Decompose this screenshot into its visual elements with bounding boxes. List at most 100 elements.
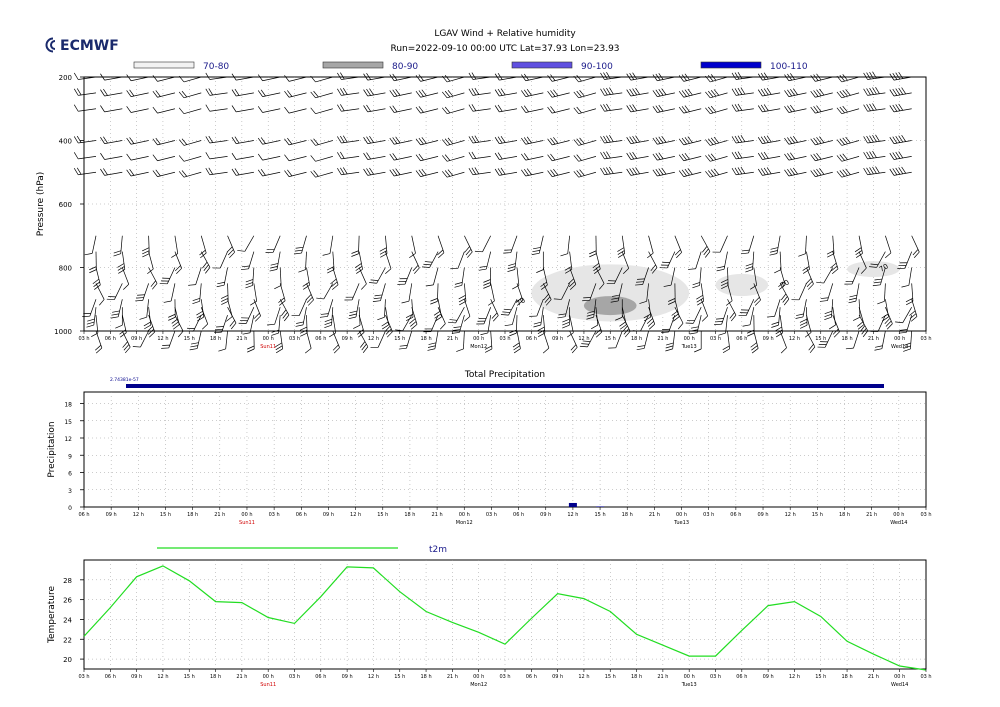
barb-feather xyxy=(373,297,382,300)
barb-feather xyxy=(465,249,472,256)
barb-feather xyxy=(76,88,82,96)
barb-feather xyxy=(553,168,559,176)
wind-barb xyxy=(700,299,708,322)
barb-feather xyxy=(497,88,503,96)
barb-shaft xyxy=(615,330,623,348)
barb-shaft xyxy=(464,283,467,302)
barb-feather xyxy=(544,296,551,303)
barb-feather xyxy=(757,73,763,81)
barb-feather xyxy=(763,72,769,80)
barb-feather xyxy=(694,348,702,353)
barb-shaft xyxy=(908,267,913,286)
wind-barb xyxy=(241,251,255,271)
barb-feather xyxy=(437,249,444,256)
barb-feather xyxy=(415,170,421,177)
barb-feather xyxy=(737,87,743,95)
barb-feather xyxy=(337,168,342,175)
barb-shaft xyxy=(200,307,209,325)
x-tick-label: 06 h xyxy=(526,336,537,342)
barb-feather xyxy=(340,72,345,80)
wind-barb xyxy=(337,135,360,144)
barb-feather xyxy=(221,301,229,305)
barb-feather xyxy=(751,345,758,351)
barb-feather xyxy=(291,315,300,317)
wind-barb xyxy=(557,299,570,319)
barb-feather xyxy=(553,89,559,96)
wind-barb xyxy=(278,283,286,306)
barb-feather xyxy=(813,137,819,145)
barb-feather xyxy=(313,170,319,177)
barb-feather xyxy=(550,90,556,97)
wind-barb xyxy=(799,307,808,329)
barb-feather xyxy=(483,285,491,289)
wind-barb xyxy=(600,71,623,80)
barb-feather xyxy=(488,300,495,306)
barb-feather xyxy=(449,319,458,321)
barb-feather xyxy=(820,297,829,299)
barb-feather xyxy=(903,342,911,346)
barb-feather xyxy=(663,284,672,287)
barb-shaft xyxy=(279,283,286,301)
barb-feather xyxy=(828,324,836,330)
barb-shaft xyxy=(446,92,465,99)
x-tick-label: 15 h xyxy=(184,336,195,342)
barb-shaft xyxy=(253,283,258,302)
barb-feather xyxy=(836,155,843,162)
barb-feather xyxy=(76,167,82,175)
wind-barb xyxy=(757,72,781,81)
barb-feather xyxy=(389,74,395,81)
barb-feather xyxy=(385,268,392,275)
barb-feather xyxy=(255,315,261,322)
barb-feather xyxy=(415,154,421,161)
barb-feather xyxy=(415,106,421,114)
barb-feather xyxy=(684,153,690,160)
barb-feather xyxy=(672,313,679,319)
barb-feather xyxy=(500,136,506,143)
barb-shaft xyxy=(315,156,333,162)
barb-shaft xyxy=(459,315,465,333)
wind-barb xyxy=(185,314,202,332)
precip-legend-label: 2.74381e-57 xyxy=(110,377,139,383)
barb-shaft xyxy=(78,140,97,144)
barb-feather xyxy=(152,154,158,161)
wind-barb xyxy=(117,251,126,274)
wind-barb xyxy=(302,267,310,290)
barb-feather xyxy=(678,75,685,82)
barb-feather xyxy=(550,106,556,113)
barb-feather xyxy=(816,153,822,160)
barb-feather xyxy=(619,324,627,330)
x-tick-label: 03 h xyxy=(499,336,510,342)
wind-barb xyxy=(626,104,649,113)
barb-feather xyxy=(819,136,825,143)
barb-feather xyxy=(322,253,331,256)
barb-feather xyxy=(760,168,766,176)
barb-feather xyxy=(805,278,812,285)
wind-barb xyxy=(143,307,152,330)
barb-shaft xyxy=(95,330,103,349)
barb-shaft xyxy=(648,299,652,318)
barb-feather xyxy=(573,171,579,178)
wind-barb xyxy=(425,267,439,287)
wind-barb xyxy=(275,330,284,354)
barb-feather xyxy=(576,138,582,145)
barb-feather xyxy=(710,90,717,97)
barb-feather xyxy=(766,316,775,318)
x-tick-label: 06 h xyxy=(315,674,326,680)
x-tick-label: 15 h xyxy=(595,512,606,518)
barb-feather xyxy=(818,344,827,345)
barb-feather xyxy=(710,137,717,145)
barb-feather xyxy=(444,106,451,114)
barb-feather xyxy=(626,152,632,160)
barb-feather xyxy=(507,269,515,272)
barb-feather xyxy=(231,89,237,97)
barb-feather xyxy=(504,324,513,327)
wind-barb xyxy=(441,90,465,99)
barb-feather xyxy=(302,281,310,287)
barb-feather xyxy=(247,348,255,353)
wind-barb xyxy=(567,267,577,290)
barb-feather xyxy=(842,90,848,97)
wind-barb xyxy=(749,267,757,290)
barb-feather xyxy=(866,72,871,80)
barb-shaft xyxy=(274,307,281,325)
barb-feather xyxy=(757,137,763,144)
